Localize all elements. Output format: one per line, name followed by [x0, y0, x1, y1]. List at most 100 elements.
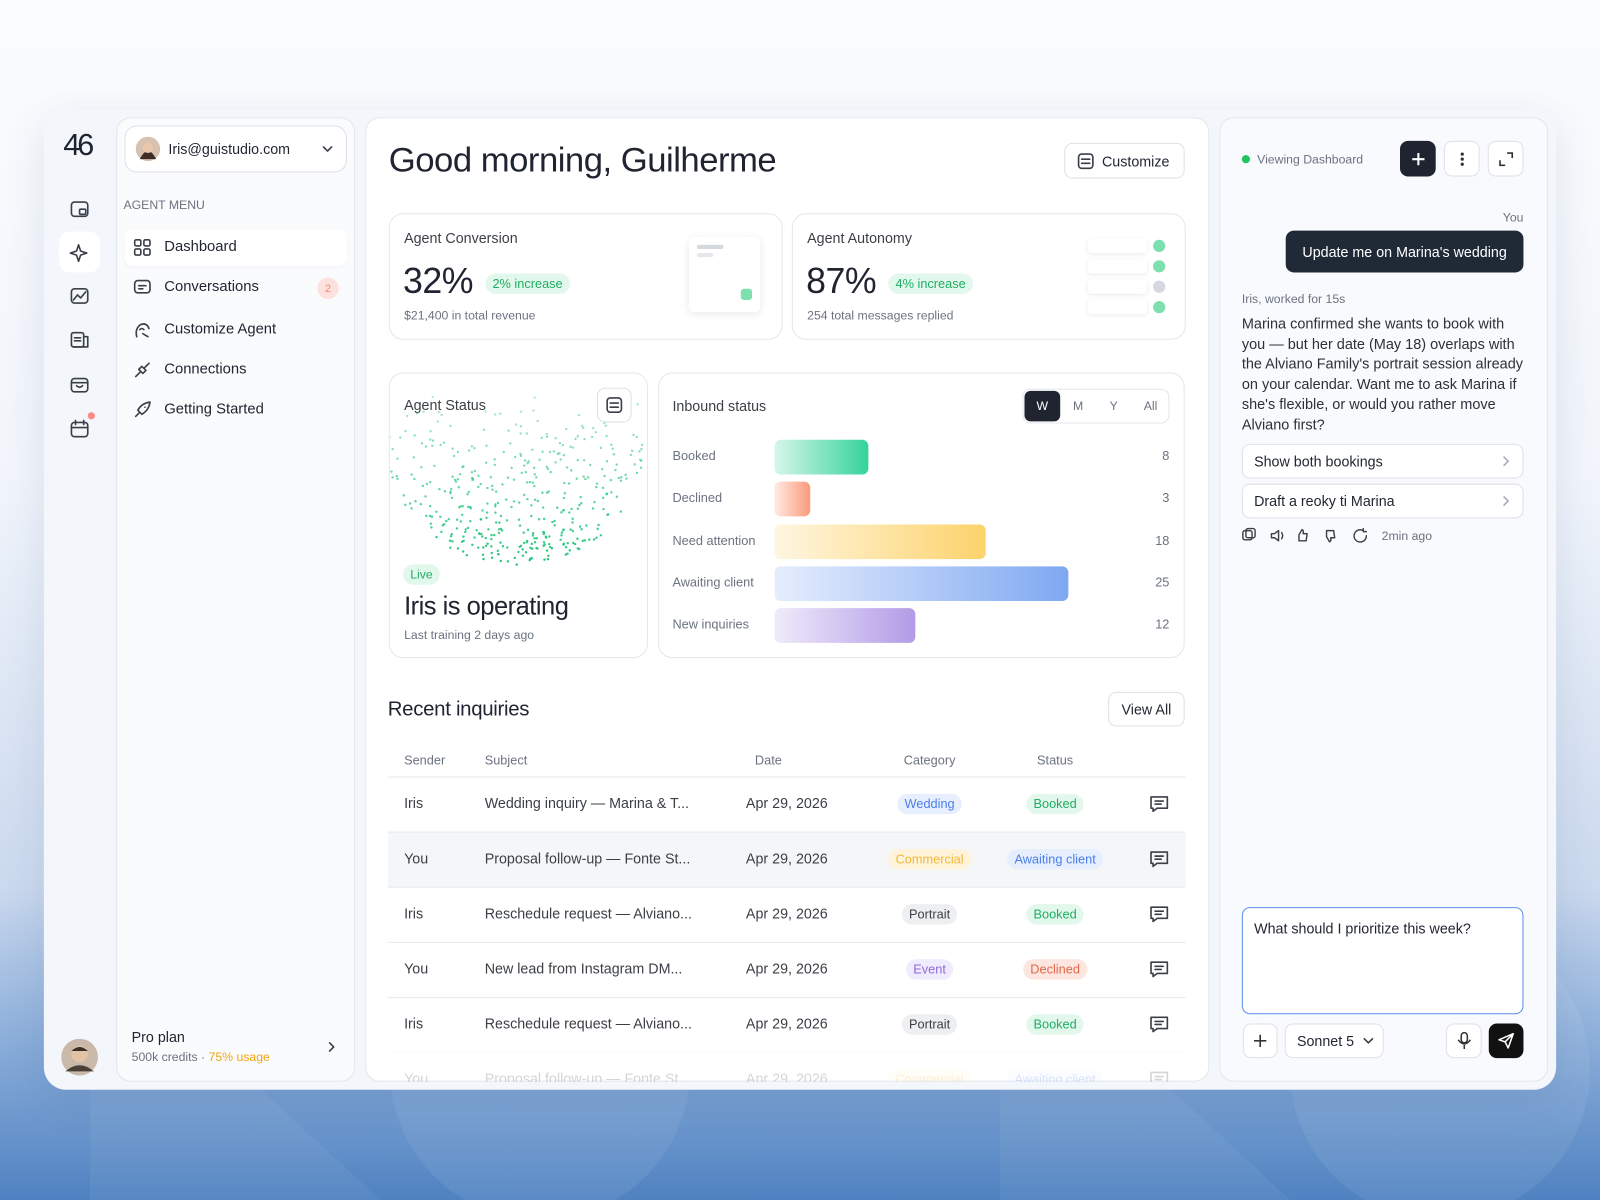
icon-shape — [143, 238, 151, 247]
dot — [439, 515, 442, 519]
view-all-button[interactable]: View All — [1108, 691, 1185, 727]
menu-item[interactable]: Dashboard — [164, 238, 237, 256]
action-button[interactable]: Show both bookings — [1241, 443, 1524, 479]
rail-icon[interactable] — [69, 286, 89, 306]
menu-item[interactable]: Conversations — [164, 278, 259, 295]
doc-check — [740, 288, 753, 300]
dot — [425, 482, 429, 486]
period-option[interactable]: Y — [1109, 398, 1118, 414]
list-shape — [1087, 259, 1147, 274]
dot — [565, 466, 569, 469]
inquiries-table: Sender Subject Date Category Status Iris Weddi… — [387, 743, 1186, 1082]
status-badge: Declined — [1023, 959, 1088, 980]
dot — [443, 489, 447, 493]
dot — [428, 514, 432, 518]
dot — [494, 521, 498, 524]
more-button[interactable] — [1443, 140, 1480, 177]
dot — [583, 539, 587, 542]
dot — [602, 507, 605, 511]
dot — [517, 501, 521, 504]
icon-shape — [137, 284, 147, 290]
message-icon[interactable] — [1149, 1070, 1169, 1082]
rail-icon[interactable] — [69, 418, 89, 438]
dot — [497, 528, 501, 531]
rail-icon[interactable] — [69, 374, 89, 394]
kpi-note: $21,400 in total revenue — [404, 308, 536, 323]
dot — [499, 559, 503, 563]
new-chat-button[interactable] — [1399, 140, 1436, 177]
table-row[interactable]: Iris Wedding inquiry — Marina & T... Apr 2… — [387, 776, 1186, 832]
customize-button[interactable]: Customize — [1064, 142, 1185, 179]
dot — [536, 419, 539, 423]
message-icon[interactable] — [1149, 1015, 1169, 1033]
menu-item[interactable]: Getting Started — [164, 401, 264, 418]
dot — [522, 531, 525, 534]
icon-shape — [70, 421, 89, 438]
icon-shape — [70, 287, 89, 304]
message-icon[interactable] — [1149, 905, 1169, 923]
dot — [506, 546, 509, 549]
dot — [635, 471, 639, 475]
table-row[interactable]: Iris Reschedule request — Alviano... Apr 2… — [387, 886, 1186, 942]
expand-button[interactable] — [1487, 140, 1524, 177]
dot — [464, 530, 467, 534]
dot — [451, 475, 454, 478]
icon-shape — [1353, 527, 1368, 543]
dot — [484, 410, 487, 413]
action-label: Show both bookings — [1254, 453, 1383, 470]
dot — [486, 502, 489, 505]
table-row[interactable]: You New lead from Instagram DM... Apr 29, … — [387, 941, 1186, 997]
status-badge: Booked — [1026, 793, 1084, 815]
plan-name: Pro plan — [131, 1028, 185, 1045]
table-row[interactable]: You Proposal follow-up — Fonte St... Apr 2… — [387, 831, 1186, 887]
dot — [605, 434, 608, 438]
action-button[interactable]: Draft a reoky ti Marina — [1241, 483, 1524, 519]
message-icon[interactable] — [1149, 795, 1169, 813]
dot — [597, 523, 600, 527]
chevron-right[interactable] — [324, 1040, 338, 1054]
mic-button[interactable] — [1445, 1023, 1482, 1059]
bar-label: Awaiting client — [672, 575, 754, 590]
table-row[interactable]: Iris Reschedule request — Alviano... Apr 2… — [387, 996, 1186, 1052]
attach-button[interactable] — [1242, 1023, 1278, 1059]
dot — [467, 505, 470, 509]
rail-icon[interactable] — [69, 330, 89, 350]
dot — [531, 534, 535, 537]
menu-item[interactable]: Connections — [164, 361, 247, 378]
period-option[interactable]: All — [1143, 398, 1158, 414]
user-avatar[interactable] — [61, 1038, 98, 1076]
message-icon[interactable] — [1149, 850, 1169, 868]
bar — [774, 524, 987, 559]
kpi-card — [791, 213, 1186, 340]
rail-icon[interactable] — [69, 242, 89, 263]
list-shape — [1087, 279, 1147, 294]
dot — [640, 459, 643, 463]
icon-shape — [71, 1046, 88, 1052]
dot — [636, 403, 639, 406]
dot — [553, 519, 556, 523]
message-icon[interactable] — [1149, 960, 1169, 978]
dot — [635, 435, 639, 439]
account-switcher[interactable]: Iris@guistudio.com — [124, 125, 347, 173]
chat-input[interactable]: What should I prioritize this week? — [1241, 907, 1524, 1015]
dot — [415, 412, 419, 415]
model-select[interactable]: Sonnet 5 — [1284, 1023, 1384, 1059]
rail-icon[interactable] — [69, 199, 89, 219]
send-button[interactable] — [1488, 1023, 1524, 1059]
period-option[interactable]: M — [1072, 398, 1084, 414]
icon-shape — [1457, 1039, 1471, 1049]
period-option[interactable]: W — [1024, 390, 1061, 422]
category-badge: Wedding — [897, 793, 962, 815]
sender: Iris — [404, 905, 424, 922]
table-row[interactable]: You Proposal follow-up — Fonte St... Apr 2… — [387, 1052, 1186, 1082]
icon-shape — [1150, 961, 1169, 978]
dot — [538, 458, 541, 462]
icon-shape — [1150, 796, 1169, 813]
dot — [449, 534, 453, 538]
inquiries-title: Recent inquiries — [387, 697, 530, 721]
status-settings[interactable] — [596, 387, 632, 423]
menu-item[interactable]: Customize Agent — [164, 321, 277, 338]
dot — [563, 481, 566, 485]
dot — [458, 506, 461, 509]
dot — [580, 528, 583, 531]
